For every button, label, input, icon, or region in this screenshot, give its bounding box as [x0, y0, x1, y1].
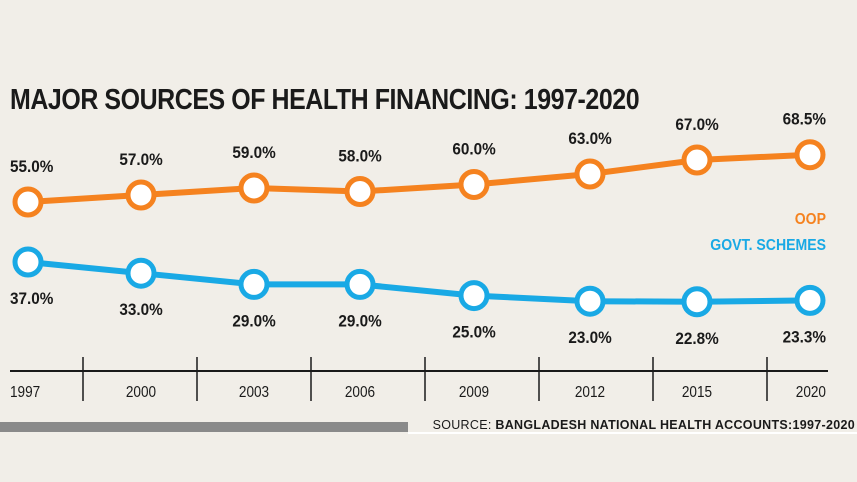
data-label: 63.0%: [568, 129, 611, 148]
data-point: [681, 286, 713, 318]
data-label: 23.3%: [783, 328, 826, 347]
x-tick-label: 2009: [459, 384, 489, 401]
legend-govt-schemes: GOVT. SCHEMES: [710, 236, 826, 254]
data-point: [125, 257, 157, 289]
x-tick-label: 2015: [682, 384, 712, 401]
source-divider: [408, 432, 857, 434]
data-point: [344, 176, 376, 207]
data-label: 57.0%: [119, 150, 162, 169]
source-prefix: SOURCE:: [432, 418, 496, 432]
legend-oop: OOP: [795, 210, 826, 228]
data-point: [794, 139, 826, 171]
data-label: 60.0%: [452, 140, 495, 159]
x-tick-label: 1997: [10, 384, 40, 401]
x-tick-label: 2020: [796, 384, 826, 401]
data-point: [574, 285, 606, 317]
source-bar: [0, 422, 408, 432]
data-label: 68.5%: [783, 110, 826, 129]
data-label: 58.0%: [338, 147, 381, 166]
data-point: [12, 246, 44, 278]
data-label: 37.0%: [10, 289, 53, 308]
source-note: SOURCE: BANGLADESH NATIONAL HEALTH ACCOU…: [433, 418, 855, 432]
source-text: BANGLADESH NATIONAL HEALTH ACCOUNTS:1997…: [495, 418, 855, 432]
x-tick-label: 2006: [345, 384, 375, 401]
x-tick-label: 2012: [575, 384, 605, 401]
series-line-oop: [27, 151, 811, 205]
data-point: [681, 144, 713, 176]
x-tick-label: 2000: [126, 384, 156, 401]
data-point: [344, 268, 376, 300]
chart-title: MAJOR SOURCES OF HEALTH FINANCING: 1997-…: [10, 84, 640, 116]
data-point: [574, 158, 606, 190]
data-label: 33.0%: [119, 300, 162, 319]
data-point: [458, 169, 490, 200]
data-point: [238, 172, 270, 204]
data-label: 67.0%: [675, 115, 718, 134]
data-label: 29.0%: [232, 312, 275, 331]
data-label: 55.0%: [10, 157, 53, 176]
data-point: [794, 284, 826, 316]
x-tick-label: 2003: [239, 384, 269, 401]
data-point: [238, 268, 270, 300]
data-point: [12, 186, 44, 218]
data-point: [458, 280, 490, 312]
series-line-govt: [27, 259, 811, 305]
data-label: 25.0%: [452, 323, 495, 342]
data-label: 29.0%: [338, 312, 381, 331]
data-point: [125, 179, 157, 211]
data-label: 59.0%: [232, 143, 275, 162]
data-label: 23.0%: [568, 328, 611, 347]
data-label: 22.8%: [675, 329, 718, 348]
